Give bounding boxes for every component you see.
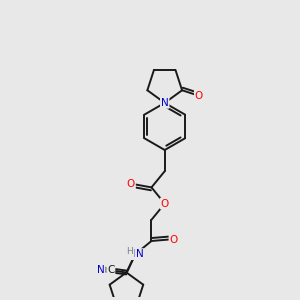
Text: H: H — [127, 248, 134, 256]
Text: O: O — [195, 91, 203, 101]
Text: HN: HN — [128, 249, 143, 259]
Text: O: O — [160, 199, 169, 208]
Text: C: C — [107, 265, 115, 275]
Text: N: N — [136, 249, 144, 259]
Text: N: N — [97, 265, 105, 275]
Text: O: O — [127, 179, 135, 190]
Text: N: N — [161, 98, 169, 108]
Text: O: O — [169, 235, 178, 244]
